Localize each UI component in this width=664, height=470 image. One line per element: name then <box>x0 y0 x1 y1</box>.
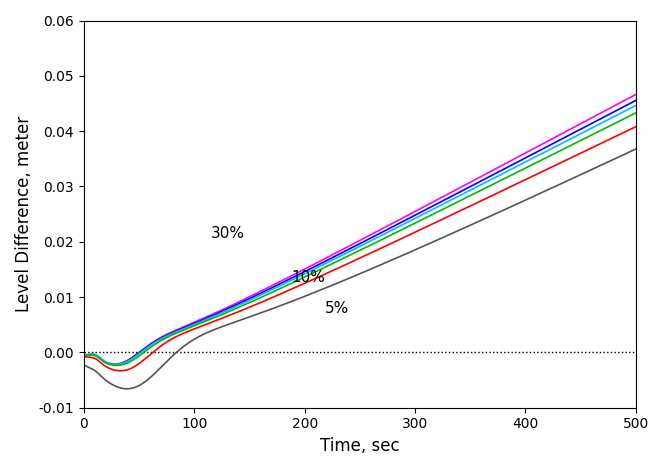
Y-axis label: Level Difference, meter: Level Difference, meter <box>15 116 33 312</box>
X-axis label: Time, sec: Time, sec <box>320 437 400 455</box>
Text: 5%: 5% <box>325 301 349 316</box>
Text: 30%: 30% <box>211 226 245 241</box>
Text: 10%: 10% <box>291 270 325 285</box>
